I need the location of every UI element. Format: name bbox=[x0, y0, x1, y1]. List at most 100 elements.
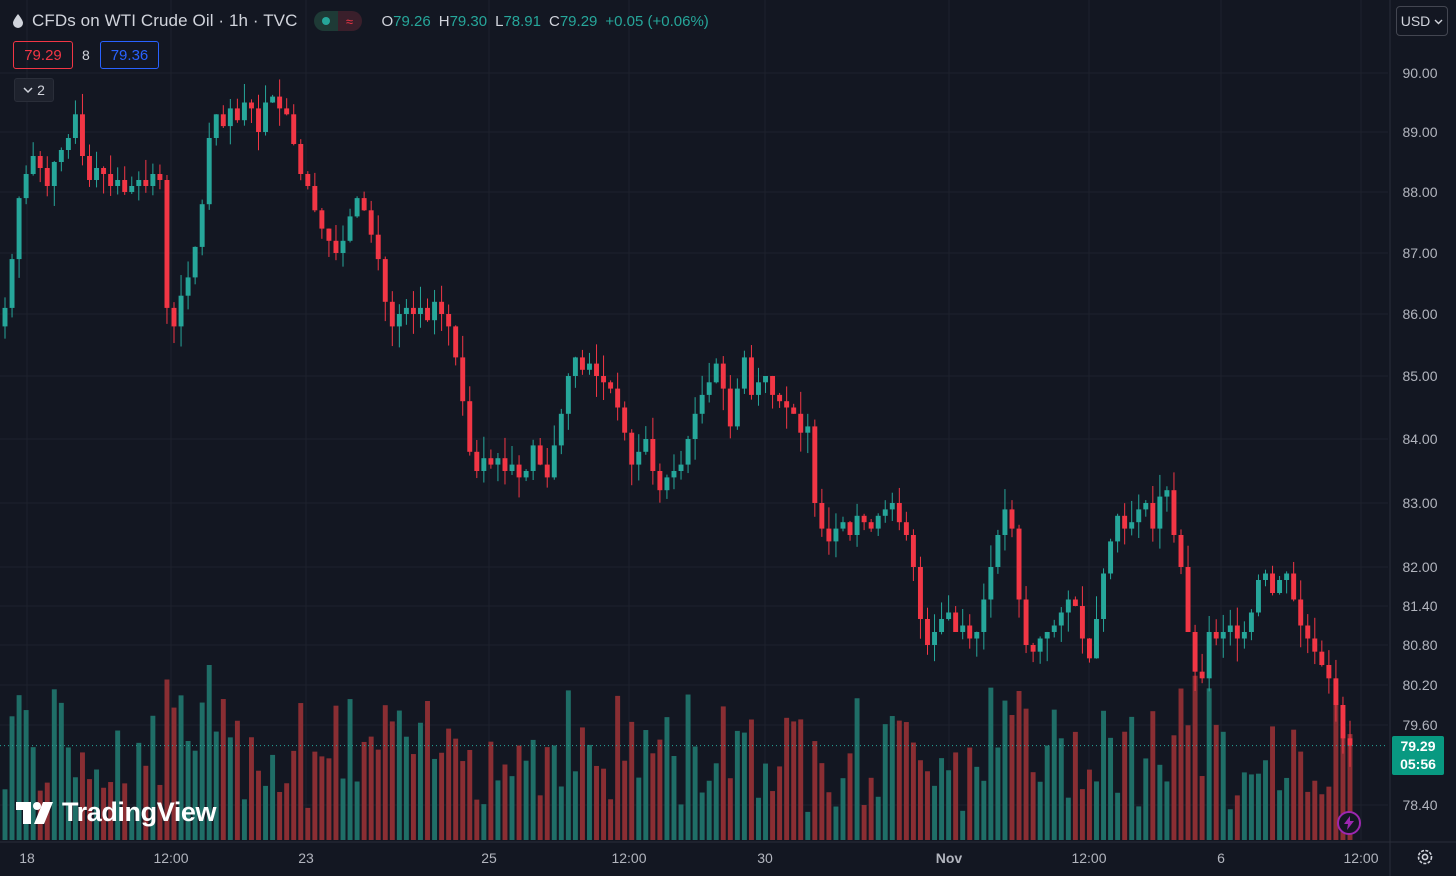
volume-bar bbox=[108, 782, 114, 840]
x-tick-label: 12:00 bbox=[1071, 850, 1106, 866]
tradingview-logo: TradingView bbox=[16, 797, 217, 828]
candle-body bbox=[826, 528, 832, 542]
volume-bar bbox=[1101, 710, 1106, 840]
volume-bar bbox=[671, 756, 677, 840]
volume-bar bbox=[1291, 729, 1297, 840]
volume-bar bbox=[312, 751, 318, 840]
currency-select[interactable]: USD bbox=[1396, 6, 1448, 36]
indicators-collapse-button[interactable]: 2 bbox=[14, 78, 54, 102]
candle-body bbox=[791, 407, 797, 414]
volume-bar bbox=[333, 705, 339, 840]
candle-body bbox=[150, 174, 156, 186]
volume-bar bbox=[1305, 791, 1311, 840]
symbol-title[interactable]: CFDs on WTI Crude Oil · 1h · TVC bbox=[32, 11, 298, 30]
volume-bar bbox=[650, 753, 656, 840]
candle-body bbox=[544, 464, 550, 478]
candle-body bbox=[847, 522, 853, 535]
candle-body bbox=[23, 174, 29, 199]
candle-body bbox=[692, 413, 698, 439]
volume-bar bbox=[1298, 751, 1304, 840]
candle-body bbox=[234, 108, 240, 121]
volume-bar bbox=[896, 720, 902, 840]
candle-body bbox=[481, 458, 487, 471]
ohlc-change: +0.05 (+0.06%) bbox=[605, 12, 709, 30]
candle-body bbox=[1129, 522, 1135, 529]
x-tick-label: 12:00 bbox=[611, 850, 646, 866]
volume-bar bbox=[960, 810, 966, 840]
candle-body bbox=[291, 114, 297, 144]
candle-body bbox=[1143, 503, 1149, 510]
candle-body bbox=[615, 388, 621, 408]
volume-bar bbox=[241, 799, 247, 840]
volume-bar bbox=[361, 741, 367, 840]
candle-body bbox=[199, 204, 205, 247]
candle-body bbox=[699, 394, 705, 414]
volume-bar bbox=[1312, 780, 1318, 840]
candle-body bbox=[572, 357, 578, 376]
buy-price-button[interactable]: 79.36 bbox=[100, 41, 159, 69]
candle-body bbox=[854, 515, 860, 535]
candle-body bbox=[389, 301, 395, 327]
volume-bar bbox=[9, 716, 15, 840]
sell-price-button[interactable]: 79.29 bbox=[13, 41, 73, 69]
candle-body bbox=[227, 108, 233, 127]
chart-settings-button[interactable] bbox=[1414, 846, 1436, 868]
volume-bar bbox=[657, 739, 663, 840]
candle-body bbox=[44, 168, 50, 186]
candle-body bbox=[960, 625, 966, 632]
candle-body bbox=[1044, 632, 1050, 639]
volume-bar bbox=[354, 781, 360, 840]
y-tick-label: 79.60 bbox=[1402, 717, 1437, 733]
volume-bar bbox=[1030, 772, 1036, 840]
volume-bar bbox=[685, 694, 691, 840]
volume-bar bbox=[882, 724, 888, 840]
candle-body bbox=[925, 619, 930, 645]
candle-body bbox=[30, 156, 36, 174]
lightning-button[interactable] bbox=[1337, 811, 1361, 835]
volume-bar bbox=[615, 695, 621, 840]
volume-bar bbox=[101, 787, 107, 840]
volume-bar bbox=[396, 710, 402, 840]
volume-bar bbox=[270, 754, 276, 840]
candle-body bbox=[1157, 496, 1163, 529]
volume-bar bbox=[622, 760, 628, 840]
chevron-down-icon bbox=[1434, 19, 1443, 24]
candle-body bbox=[277, 96, 283, 109]
volume-bar bbox=[410, 754, 416, 840]
volume-bar bbox=[129, 808, 135, 840]
candle-body bbox=[664, 477, 670, 491]
volume-bar bbox=[1115, 792, 1121, 840]
candle-body bbox=[622, 407, 628, 433]
last-price-label: 79.29 05:56 bbox=[1392, 736, 1444, 775]
candle-body bbox=[1220, 632, 1226, 639]
candle-body bbox=[748, 357, 754, 395]
volume-bar bbox=[467, 749, 473, 840]
candle-body bbox=[1340, 705, 1346, 739]
candle-body bbox=[284, 108, 290, 115]
volume-bar bbox=[748, 719, 754, 840]
volume-bar bbox=[1234, 795, 1240, 840]
volume-bar bbox=[925, 771, 930, 840]
candle-body bbox=[1270, 573, 1276, 593]
volume-bar bbox=[537, 795, 543, 840]
volume-bar bbox=[1171, 735, 1177, 840]
volume-bar bbox=[643, 730, 649, 840]
volume-bar bbox=[277, 791, 283, 840]
volume-bar bbox=[1270, 726, 1276, 840]
ohlc-high: H79.30 bbox=[438, 12, 488, 30]
candle-body bbox=[410, 307, 416, 314]
candle-body bbox=[51, 162, 57, 186]
candle-body bbox=[1002, 509, 1008, 535]
market-status-pill[interactable]: ≈ bbox=[313, 11, 362, 31]
y-tick-label: 80.20 bbox=[1402, 677, 1437, 693]
candle-body bbox=[136, 180, 142, 186]
volume-bar bbox=[2, 789, 8, 840]
volume-bar bbox=[826, 792, 832, 840]
gear-icon bbox=[1417, 849, 1433, 865]
volume-bar bbox=[516, 745, 522, 840]
volume-bar bbox=[192, 750, 198, 840]
candle-body bbox=[354, 198, 360, 217]
ohlc-low: L78.91 bbox=[495, 12, 541, 30]
volume-bar bbox=[439, 752, 445, 840]
